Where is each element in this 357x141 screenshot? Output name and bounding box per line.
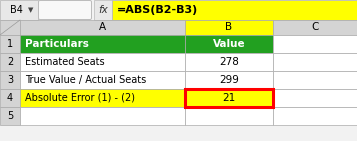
Text: True Value / Actual Seats: True Value / Actual Seats xyxy=(25,75,146,85)
Text: fx: fx xyxy=(98,5,108,15)
Bar xyxy=(20,20,185,35)
Bar xyxy=(273,53,357,71)
Bar xyxy=(185,53,273,71)
Bar xyxy=(0,20,20,35)
Bar xyxy=(20,53,185,71)
Text: 1: 1 xyxy=(7,39,13,49)
Text: 278: 278 xyxy=(219,57,239,67)
Text: Estimated Seats: Estimated Seats xyxy=(25,57,105,67)
Text: 5: 5 xyxy=(7,111,13,121)
Bar xyxy=(185,20,273,35)
Text: 2: 2 xyxy=(7,57,13,67)
Text: A: A xyxy=(99,23,106,32)
Bar xyxy=(20,107,185,125)
Text: 3: 3 xyxy=(7,75,13,85)
Bar xyxy=(273,89,357,107)
Bar xyxy=(0,89,20,107)
Bar xyxy=(0,35,20,53)
Bar xyxy=(185,89,273,107)
Bar xyxy=(0,71,20,89)
Text: =ABS(B2-B3): =ABS(B2-B3) xyxy=(117,5,198,15)
Bar xyxy=(0,53,20,71)
Text: Value: Value xyxy=(213,39,245,49)
Bar xyxy=(185,71,273,89)
Bar xyxy=(185,89,273,107)
FancyBboxPatch shape xyxy=(39,1,91,19)
Text: Absolute Error (1) - (2): Absolute Error (1) - (2) xyxy=(25,93,135,103)
Text: 299: 299 xyxy=(219,75,239,85)
Text: B4: B4 xyxy=(10,5,22,15)
Bar xyxy=(20,71,185,89)
Bar xyxy=(185,107,273,125)
Bar xyxy=(273,107,357,125)
Bar xyxy=(20,35,185,53)
Text: 4: 4 xyxy=(7,93,13,103)
Bar xyxy=(0,0,38,20)
Bar xyxy=(273,20,357,35)
Bar xyxy=(0,107,20,125)
Text: C: C xyxy=(311,23,319,32)
Text: Particulars: Particulars xyxy=(25,39,89,49)
Bar xyxy=(94,0,112,20)
Bar xyxy=(20,89,185,107)
Bar xyxy=(185,35,273,53)
Text: 21: 21 xyxy=(222,93,236,103)
Bar xyxy=(273,35,357,53)
Text: B: B xyxy=(225,23,232,32)
Text: ▼: ▼ xyxy=(29,7,34,13)
Bar xyxy=(273,71,357,89)
Bar xyxy=(112,0,357,20)
